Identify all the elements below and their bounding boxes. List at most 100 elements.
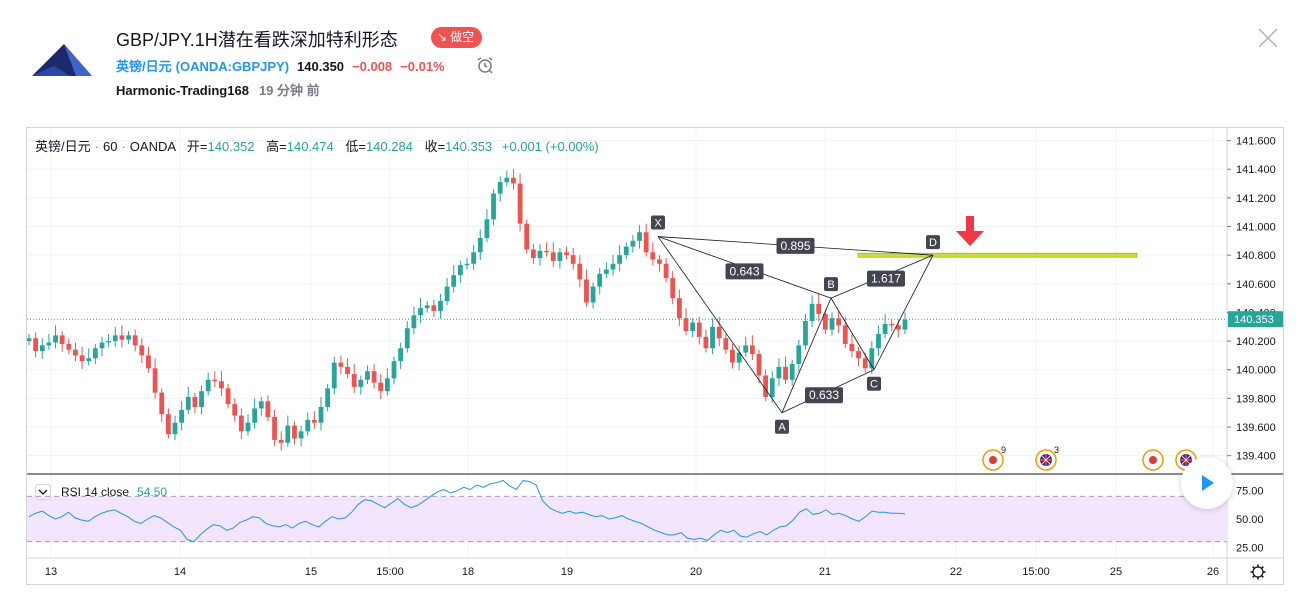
- candle-body: [597, 273, 603, 287]
- chart-container[interactable]: X A B C D 0.895 0.643 1.617 0.633 9 3 141.600 141.40…: [26, 127, 1284, 585]
- collapse-toggle-button[interactable]: [35, 484, 51, 500]
- candle-body: [411, 315, 417, 329]
- candle-body: [550, 252, 556, 261]
- symbol-line: 英镑/日元 (OANDA:GBPJPY) 140.350 −0.008 −0.01%: [116, 56, 445, 75]
- flag-diag: [1041, 455, 1051, 465]
- pattern-point-box: [867, 376, 881, 391]
- last-price-label: 140.353: [1234, 314, 1274, 326]
- rsi-value: 54.50: [137, 485, 168, 499]
- x-tick-label: 19: [561, 566, 573, 578]
- candle-body: [106, 341, 112, 343]
- mountain-logo: [32, 44, 92, 76]
- candle-body: [351, 374, 357, 387]
- pattern-point-a: A: [778, 422, 786, 434]
- candle-body: [710, 326, 715, 349]
- candle-body: [212, 379, 218, 382]
- candle-body: [404, 328, 410, 349]
- badge-label: 做空: [450, 30, 475, 44]
- candle-body: [849, 343, 855, 352]
- candle-body: [524, 223, 530, 250]
- candle-body: [603, 269, 609, 274]
- rsi-tick-label: 25.00: [1236, 542, 1264, 554]
- gear-tooth: [1252, 574, 1256, 578]
- candle-body: [517, 183, 523, 224]
- candle-body: [789, 364, 795, 380]
- symbol-exchange-link[interactable]: (OANDA:GBPJPY): [175, 59, 290, 74]
- legend-interval[interactable]: 60: [102, 139, 118, 154]
- chevron-down-icon: [38, 489, 48, 495]
- candle-body: [464, 263, 470, 266]
- candle-body: [822, 313, 828, 330]
- candle-body: [584, 279, 589, 303]
- ratio-label-box: [725, 263, 764, 280]
- x-tick-label: 15: [305, 566, 317, 578]
- candle-body: [862, 358, 868, 369]
- gear-tooth: [1252, 566, 1256, 570]
- candle-body: [86, 358, 92, 362]
- arrow-down-right-icon: ↘: [437, 30, 448, 44]
- candle-body: [338, 362, 344, 367]
- candle-body: [192, 396, 198, 407]
- candle-body: [172, 422, 178, 435]
- play-button[interactable]: [1181, 457, 1233, 509]
- x-tick-label: 14: [174, 566, 186, 578]
- close-icon[interactable]: [1256, 26, 1280, 50]
- legend-symbol[interactable]: 英镑/日元: [35, 139, 91, 154]
- candle-body: [371, 371, 377, 383]
- candle-body: [331, 362, 337, 389]
- symbol-name-link[interactable]: 英镑/日元: [116, 59, 172, 74]
- x-tick-label: 25: [1110, 566, 1122, 578]
- gear-ring: [1252, 566, 1264, 578]
- ohlc-legend: 英镑/日元 · 60 · OANDA 开=140.352 高=140.474 低=140…: [35, 139, 599, 154]
- candle-body: [504, 177, 510, 183]
- author-link[interactable]: Harmonic-Trading168: [116, 83, 249, 98]
- candle-body: [265, 401, 271, 418]
- event-dot: [989, 456, 997, 464]
- candle-body: [398, 348, 404, 362]
- alarm-clock-icon[interactable]: [476, 56, 494, 74]
- candle-body: [384, 378, 390, 392]
- x-tick-label: 15:00: [1022, 566, 1050, 578]
- candle-body: [670, 278, 676, 299]
- candle-body: [630, 240, 636, 247]
- gear-icon[interactable]: [1250, 564, 1266, 580]
- ratio-label-box: [867, 270, 905, 287]
- candle-body: [451, 275, 457, 287]
- legend-low: 140.284: [365, 139, 413, 154]
- candle-body: [431, 305, 437, 312]
- candle-body: [146, 355, 151, 369]
- candle-body: [345, 366, 350, 375]
- x-tick-label: 15:00: [376, 566, 404, 578]
- candle-body: [776, 366, 782, 379]
- candle-body: [39, 345, 45, 352]
- x-tick-label: 22: [950, 566, 962, 578]
- price-chart[interactable]: X A B C D 0.895 0.643 1.617 0.633 9 3 141.600 141.40…: [27, 128, 1283, 584]
- idea-title: GBP/JPY.1H潜在看跌深加特利形态: [116, 30, 398, 50]
- pattern-point-c: C: [870, 379, 878, 391]
- marker-count: 3: [1054, 445, 1059, 455]
- candle-body: [610, 263, 616, 270]
- candle-body: [272, 417, 277, 440]
- y-tick-label: 139.600: [1236, 422, 1276, 434]
- candle-body: [730, 349, 735, 363]
- pattern-point-d: D: [929, 237, 937, 249]
- candle-body: [716, 326, 722, 339]
- y-tick-label: 140.000: [1236, 365, 1276, 377]
- candle-body: [617, 255, 623, 264]
- candle-body: [491, 193, 496, 220]
- candle-body: [59, 335, 65, 344]
- candle-body: [305, 419, 311, 432]
- candle-body: [816, 303, 822, 314]
- y-tick-label: 141.200: [1236, 193, 1276, 205]
- candle-body: [258, 401, 264, 409]
- pattern-leg: [830, 297, 875, 370]
- candle-body: [457, 265, 463, 276]
- x-tick-label: 20: [690, 566, 702, 578]
- pattern-point-b: B: [827, 279, 834, 291]
- pattern-point-x: X: [654, 218, 662, 230]
- candle-body: [497, 182, 503, 194]
- candle-body: [889, 323, 895, 326]
- x-tick-label: 18: [462, 566, 474, 578]
- candle-body: [796, 345, 802, 365]
- ratio-label-box: [776, 237, 815, 254]
